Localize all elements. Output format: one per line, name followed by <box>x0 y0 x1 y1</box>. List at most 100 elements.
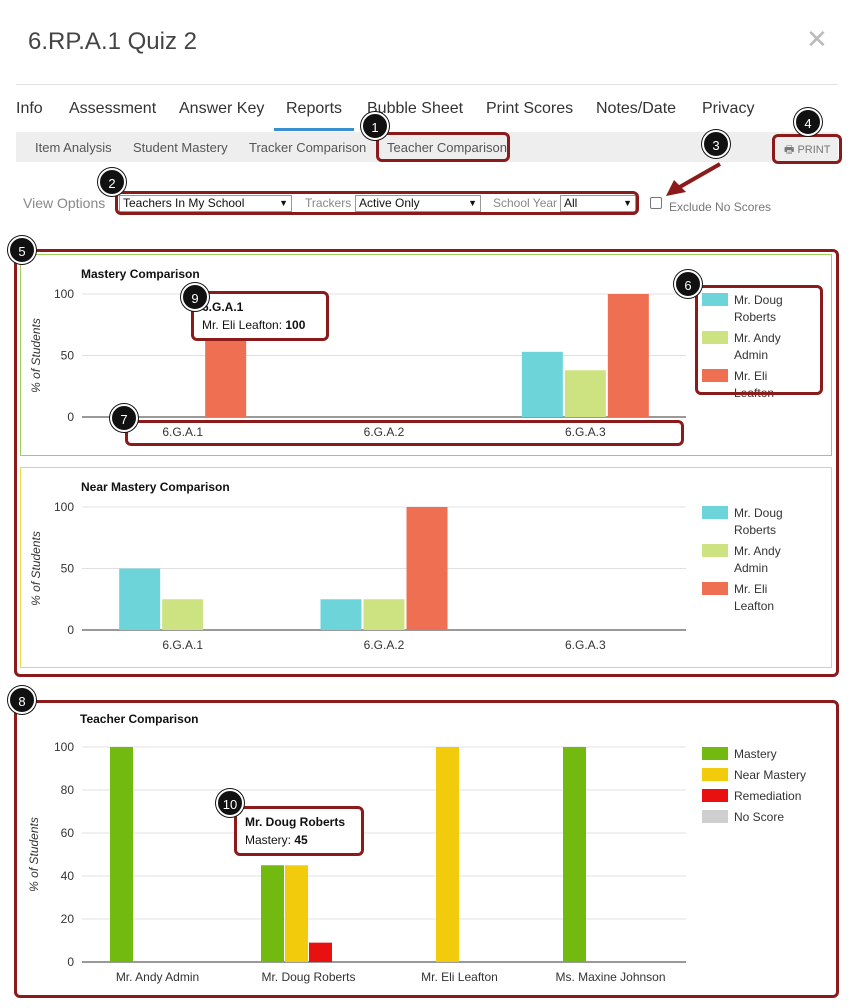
bar <box>406 507 448 630</box>
x-tick-label: 6.G.A.1 <box>162 638 203 652</box>
legend-swatch <box>702 789 728 802</box>
y-tick-label: 40 <box>61 869 75 883</box>
tab-print-scores[interactable]: Print Scores <box>486 100 574 117</box>
legend-label: Near Mastery <box>734 768 806 782</box>
subtab-student-mastery[interactable]: Student Mastery <box>133 140 228 155</box>
chevron-down-icon: ▼ <box>279 198 288 208</box>
bar <box>563 747 586 962</box>
x-tick-label: Ms. Maxine Johnson <box>555 970 665 984</box>
bar <box>162 599 204 630</box>
mastery-chart-panel <box>20 254 832 456</box>
x-tick-label: 6.G.A.3 <box>565 638 606 652</box>
printer-icon: 🖶 <box>784 144 795 156</box>
subtab-tracker-comparison[interactable]: Tracker Comparison <box>249 140 367 155</box>
tab-info[interactable]: Info <box>16 100 43 117</box>
chevron-down-icon: ▼ <box>623 198 632 208</box>
tab-assessment[interactable]: Assessment <box>69 100 157 117</box>
close-icon[interactable]: ✕ <box>806 24 828 54</box>
print-label: PRINT <box>797 144 831 156</box>
x-tick-label: Mr. Eli Leafton <box>421 970 498 984</box>
chart-title: Teacher Comparison <box>80 712 199 726</box>
trackers-label: Trackers <box>305 196 352 210</box>
tab-reports[interactable]: Reports <box>286 100 343 117</box>
tooltip-row: Mastery: 45 <box>245 831 353 849</box>
tooltip-label: Mastery: <box>245 833 295 847</box>
y-tick-label: 0 <box>67 955 74 969</box>
tab-bubble-sheet[interactable]: Bubble Sheet <box>367 100 464 117</box>
step-badge: 3 <box>702 130 730 158</box>
x-tick-label: 6.G.A.3 <box>565 425 606 439</box>
legend-swatch <box>702 810 728 823</box>
highlight-box <box>376 132 510 162</box>
school-year-select-value: All <box>564 196 578 210</box>
legend-swatch <box>702 293 728 306</box>
x-tick-label: Mr. Doug Roberts <box>261 970 355 984</box>
chart-title: Mastery Comparison <box>81 267 200 281</box>
teacher-chart: 0 20 40 60 80 100 % of Students Mr. Andy Admin M… <box>27 740 806 984</box>
y-tick-label: 60 <box>61 826 75 840</box>
step-badge: 1 <box>361 112 389 140</box>
bar <box>261 865 284 962</box>
trackers-select-value: Active Only <box>359 196 420 210</box>
x-tick-label: 6.G.A.1 <box>162 425 203 439</box>
tooltip-title: 6.G.A.1 <box>202 300 244 314</box>
print-button[interactable]: 🖶 PRINT <box>784 141 830 160</box>
highlight-box <box>14 700 839 998</box>
step-badge: 6 <box>674 270 702 298</box>
step-badge: 7 <box>110 404 138 432</box>
legend-label: Mastery <box>734 747 777 761</box>
legend-swatch <box>702 331 728 344</box>
school-year-select[interactable]: All ▼ <box>560 195 636 212</box>
school-year-label: School Year <box>493 196 558 210</box>
trackers-select[interactable]: Active Only ▼ <box>355 195 481 212</box>
teachers-select-value: Teachers In My School <box>123 196 245 210</box>
step-badge: 5 <box>8 236 36 264</box>
near-mastery-chart: 0 50 100 % of Students 6.G.A.1 6.G.A.2 6.G.A.3… <box>29 500 783 652</box>
legend-swatch <box>702 369 728 382</box>
step-badge: 8 <box>8 686 36 714</box>
tooltip-value: 45 <box>294 833 308 847</box>
highlight-box <box>115 191 639 215</box>
highlight-box <box>125 420 684 446</box>
view-options-label: View Options <box>23 195 106 211</box>
legend-label: Mr. Doug Roberts <box>734 293 783 324</box>
y-tick-label: 0 <box>67 623 74 637</box>
step-badge: 10 <box>216 789 244 817</box>
bar <box>110 747 133 962</box>
subtab-item-analysis[interactable]: Item Analysis <box>35 140 112 155</box>
x-tick-label: 6.G.A.2 <box>364 425 405 439</box>
tab-answer-key[interactable]: Answer Key <box>179 100 265 117</box>
subtab-bar <box>16 132 838 162</box>
y-tick-label: 50 <box>61 562 75 576</box>
near-mastery-chart-panel <box>20 467 832 668</box>
y-tick-label: 50 <box>61 349 75 363</box>
legend-swatch <box>702 582 728 595</box>
chart-title: Near Mastery Comparison <box>81 480 230 494</box>
exclude-no-scores-label: Exclude No Scores <box>669 200 772 214</box>
teachers-select[interactable]: Teachers In My School ▼ <box>119 195 292 212</box>
subtab-teacher-comparison[interactable]: Teacher Comparison <box>387 140 507 155</box>
page-title: 6.RP.A.1 Quiz 2 <box>28 28 197 55</box>
tooltip-value: 100 <box>285 318 306 332</box>
legend-label: Remediation <box>734 789 801 803</box>
tooltip-label: Mr. Eli Leafton: <box>202 318 286 332</box>
legend-swatch <box>702 506 728 519</box>
legend-label: Mr. Andy Admin <box>734 331 781 362</box>
chevron-down-icon: ▼ <box>468 198 477 208</box>
bar <box>309 942 332 962</box>
y-axis-label: % of Students <box>29 318 43 393</box>
bar <box>363 599 405 630</box>
y-tick-label: 80 <box>61 783 75 797</box>
tooltip-title: Mr. Doug Roberts <box>245 815 346 829</box>
tab-privacy[interactable]: Privacy <box>702 100 755 117</box>
tooltip-row: Mr. Eli Leafton: 100 <box>202 316 318 334</box>
tab-notes-date[interactable]: Notes/Date <box>596 100 677 117</box>
y-axis-label: % of Students <box>29 531 43 606</box>
y-tick-label: 100 <box>54 287 74 301</box>
bar <box>285 865 308 962</box>
legend-label: No Score <box>734 810 784 824</box>
legend-swatch <box>702 747 728 760</box>
divider <box>16 84 838 85</box>
exclude-no-scores-checkbox[interactable] <box>650 197 662 209</box>
bar <box>119 568 161 630</box>
